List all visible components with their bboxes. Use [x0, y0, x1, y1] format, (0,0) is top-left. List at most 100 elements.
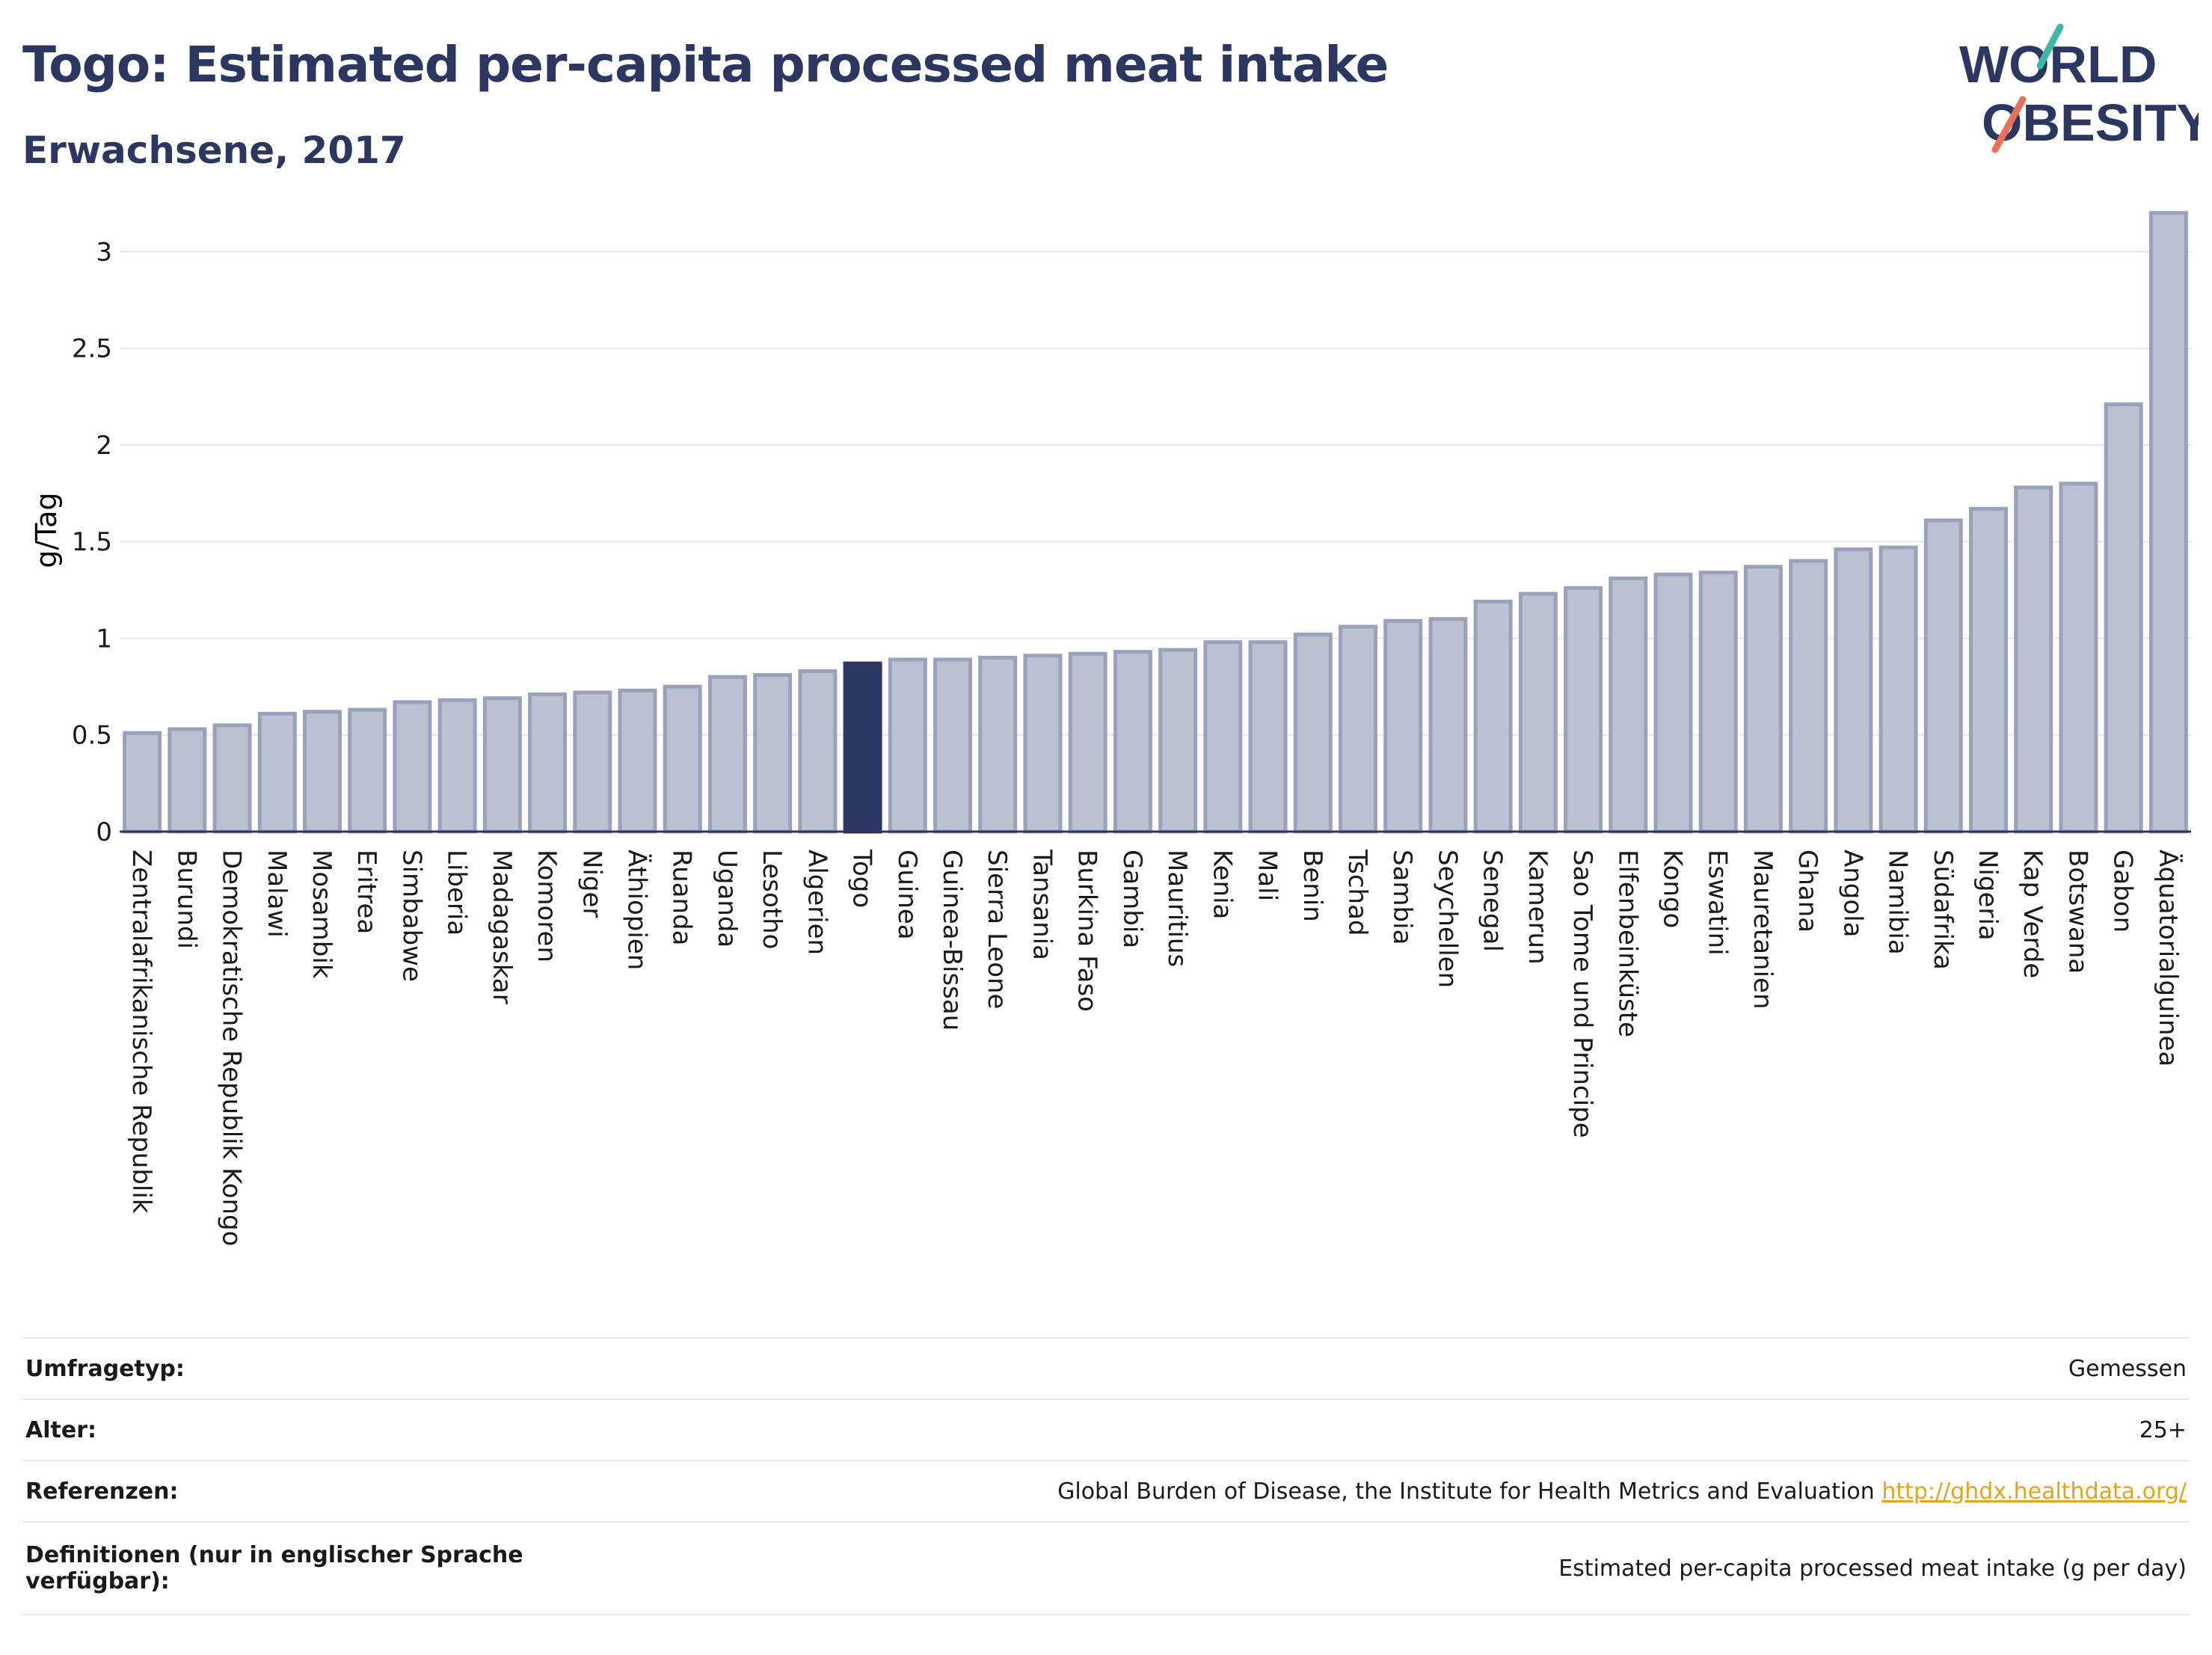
page-subtitle: Erwachsene, 2017: [22, 129, 406, 172]
x-tick-label: Kenia: [1207, 850, 1237, 919]
bar-chart: 0 0.5 1 1.5 2 2.5 3 Zentralafrikanische Republ…: [30, 211, 2191, 1246]
x-tick-label: Guinea-Bissau: [937, 850, 967, 1031]
x-tick-label: Nigeria: [1973, 850, 2003, 941]
info-value: Global Burden of Disease, the Institute …: [552, 1460, 2190, 1522]
bar: [1158, 648, 1198, 834]
bar: [1338, 624, 1377, 834]
bar: [1023, 654, 1063, 834]
bar: [1113, 650, 1152, 834]
bar: [1564, 586, 1603, 834]
bar: [707, 675, 747, 834]
bar: [663, 684, 702, 834]
y-tick-label: 2.5: [72, 334, 112, 364]
x-tick-label: Gabon: [2108, 850, 2138, 933]
bar: [168, 727, 207, 834]
world-obesity-logo: WORLD OBESITY: [1959, 23, 2199, 153]
bar: [2104, 402, 2143, 834]
bar: [1743, 565, 1783, 834]
x-tick-label: Malawi: [262, 850, 292, 938]
bar: [1473, 599, 1513, 834]
x-tick-label: Äquatorialguinea: [2153, 850, 2183, 1066]
bar: [212, 723, 252, 834]
bar: [1518, 592, 1558, 834]
x-tick-label: Angola: [1837, 850, 1867, 937]
bars: [123, 211, 2188, 834]
x-tick-label: Demokratische Republik Kongo: [217, 850, 247, 1246]
logo-slash-bottom: [1991, 96, 2027, 153]
y-tick-label: 0: [96, 817, 112, 847]
x-tick-label: Äthiopien: [622, 850, 652, 970]
x-tick-label: Ghana: [1792, 850, 1822, 933]
bar: [888, 657, 927, 834]
info-value: 25+: [552, 1398, 2190, 1461]
x-tick-label: Sao Tome und Principe: [1567, 850, 1597, 1138]
y-tick-labels: 0 0.5 1 1.5 2 2.5 3: [72, 237, 112, 847]
bar: [257, 711, 297, 834]
bar: [123, 731, 162, 834]
x-tick-label: Eswatini: [1703, 850, 1733, 956]
x-tick-label: Uganda: [712, 850, 742, 948]
bar: [2148, 211, 2188, 834]
x-tick-label: Lesotho: [757, 850, 787, 949]
info-value: Gemessen: [552, 1337, 2190, 1399]
x-tick-label: Seychellen: [1432, 850, 1462, 988]
info-value: Estimated per-capita processed meat inta…: [552, 1521, 2190, 1615]
x-tick-label: Algerien: [802, 850, 832, 955]
bar: [1203, 640, 1243, 834]
x-tick-label: Benin: [1297, 850, 1327, 922]
bar: [2014, 485, 2053, 834]
x-tick-label: Liberia: [442, 850, 472, 936]
bar: [1609, 576, 1648, 834]
x-tick-label: Namibia: [1883, 850, 1913, 955]
x-tick-label: Gambia: [1117, 850, 1147, 948]
bar: [618, 688, 657, 834]
y-axis-title: g/Tag: [30, 492, 63, 568]
x-tick-label: Sierra Leone: [982, 850, 1012, 1009]
x-tick-label: Tansania: [1027, 849, 1057, 960]
x-tick-label: Mali: [1253, 850, 1282, 901]
bar: [1428, 617, 1468, 834]
x-tick-label: Burundi: [171, 850, 201, 949]
info-label: Alter:: [22, 1398, 552, 1461]
info-table: Umfragetyp: Gemessen Alter: 25+ Referenz…: [22, 1337, 2190, 1615]
x-tick-label: Simbabwe: [396, 850, 426, 982]
bar: [798, 669, 838, 834]
x-tick-label: Senegal: [1478, 850, 1508, 952]
x-tick-label: Burkina Faso: [1072, 850, 1102, 1012]
x-tick-label: Ruanda: [667, 850, 697, 945]
bar: [933, 657, 973, 834]
bar: [1789, 559, 1828, 834]
info-label: Definitionen (nur in englischer Sprache …: [22, 1521, 552, 1615]
bar: [2059, 482, 2098, 834]
reference-link[interactable]: http://ghdx.healthdata.org/: [1881, 1478, 2187, 1505]
bar: [1834, 547, 1873, 834]
y-tick-label: 1: [96, 624, 112, 654]
x-tick-label: Madagaskar: [487, 850, 517, 1004]
bar: [1878, 545, 1918, 834]
x-tick-label: Botswana: [2062, 850, 2092, 974]
bar: [1248, 640, 1288, 834]
bar: [302, 710, 342, 834]
bar: [348, 707, 387, 834]
x-tick-labels: Zentralafrikanische Republik Burundi Demok…: [126, 849, 2183, 1246]
x-tick-label: Kamerun: [1523, 850, 1552, 965]
y-tick-label: 2: [96, 431, 112, 461]
logo-line-1: WORLD: [1959, 35, 2157, 93]
bar: [393, 700, 432, 834]
reference-text: Global Burden of Disease, the Institute …: [1057, 1478, 1875, 1505]
bar: [1383, 618, 1423, 834]
info-label: Umfragetyp:: [22, 1337, 552, 1399]
info-row-references: Referenzen: Global Burden of Disease, th…: [22, 1460, 2190, 1522]
bar: [1969, 506, 2009, 834]
bar: [1068, 651, 1107, 834]
x-tick-label: Mauritius: [1162, 850, 1192, 967]
bar: [1293, 632, 1333, 834]
x-tick-label: Mosambik: [307, 850, 337, 979]
x-tick-label: Kap Verde: [2018, 850, 2047, 978]
x-tick-label: Guinea: [892, 850, 922, 940]
bar: [1698, 571, 1738, 834]
y-tick-label: 1.5: [72, 527, 112, 557]
x-tick-label: Kongo: [1658, 850, 1688, 928]
bar: [753, 673, 793, 834]
x-tick-label: Elfenbeinküste: [1612, 850, 1642, 1037]
